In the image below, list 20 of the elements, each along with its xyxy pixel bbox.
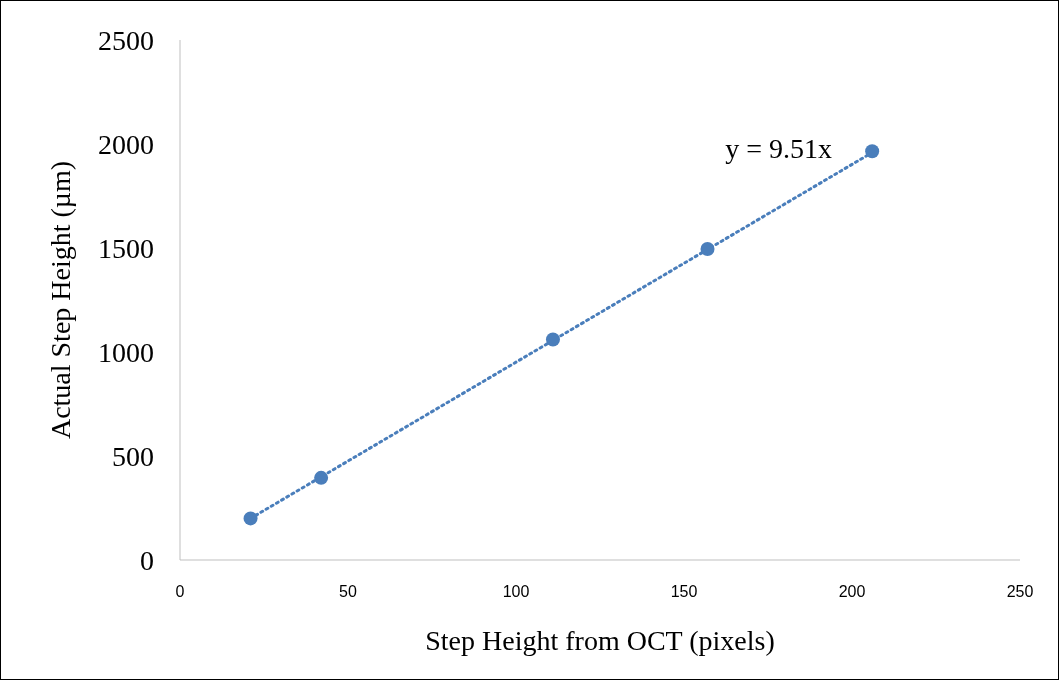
- point: [700, 242, 715, 257]
- x-axis-title: Step Height from OCT (pixels): [425, 625, 775, 656]
- annotation: y = 9.51x: [725, 133, 832, 164]
- y-tick-label: 0: [140, 544, 154, 576]
- point: [314, 470, 329, 485]
- point: [865, 144, 880, 159]
- x-tick-label: 0: [175, 583, 185, 600]
- y-tick-label: 1000: [98, 336, 154, 368]
- x-tick-label: 100: [502, 583, 530, 600]
- y-axis-title: Actual Step Height (µm): [45, 160, 76, 440]
- y-tick-label: 1500: [98, 232, 154, 264]
- point: [243, 511, 258, 526]
- y-tick-label: 500: [112, 440, 154, 472]
- x-tick-label: 50: [339, 583, 357, 600]
- y-tick-label: 2000: [98, 128, 154, 160]
- point: [545, 332, 560, 347]
- x-tick-label: 250: [1006, 583, 1034, 600]
- x-tick-label: 200: [838, 583, 866, 600]
- y-tick-label: 2500: [98, 24, 154, 56]
- x-tick-label: 150: [670, 583, 698, 600]
